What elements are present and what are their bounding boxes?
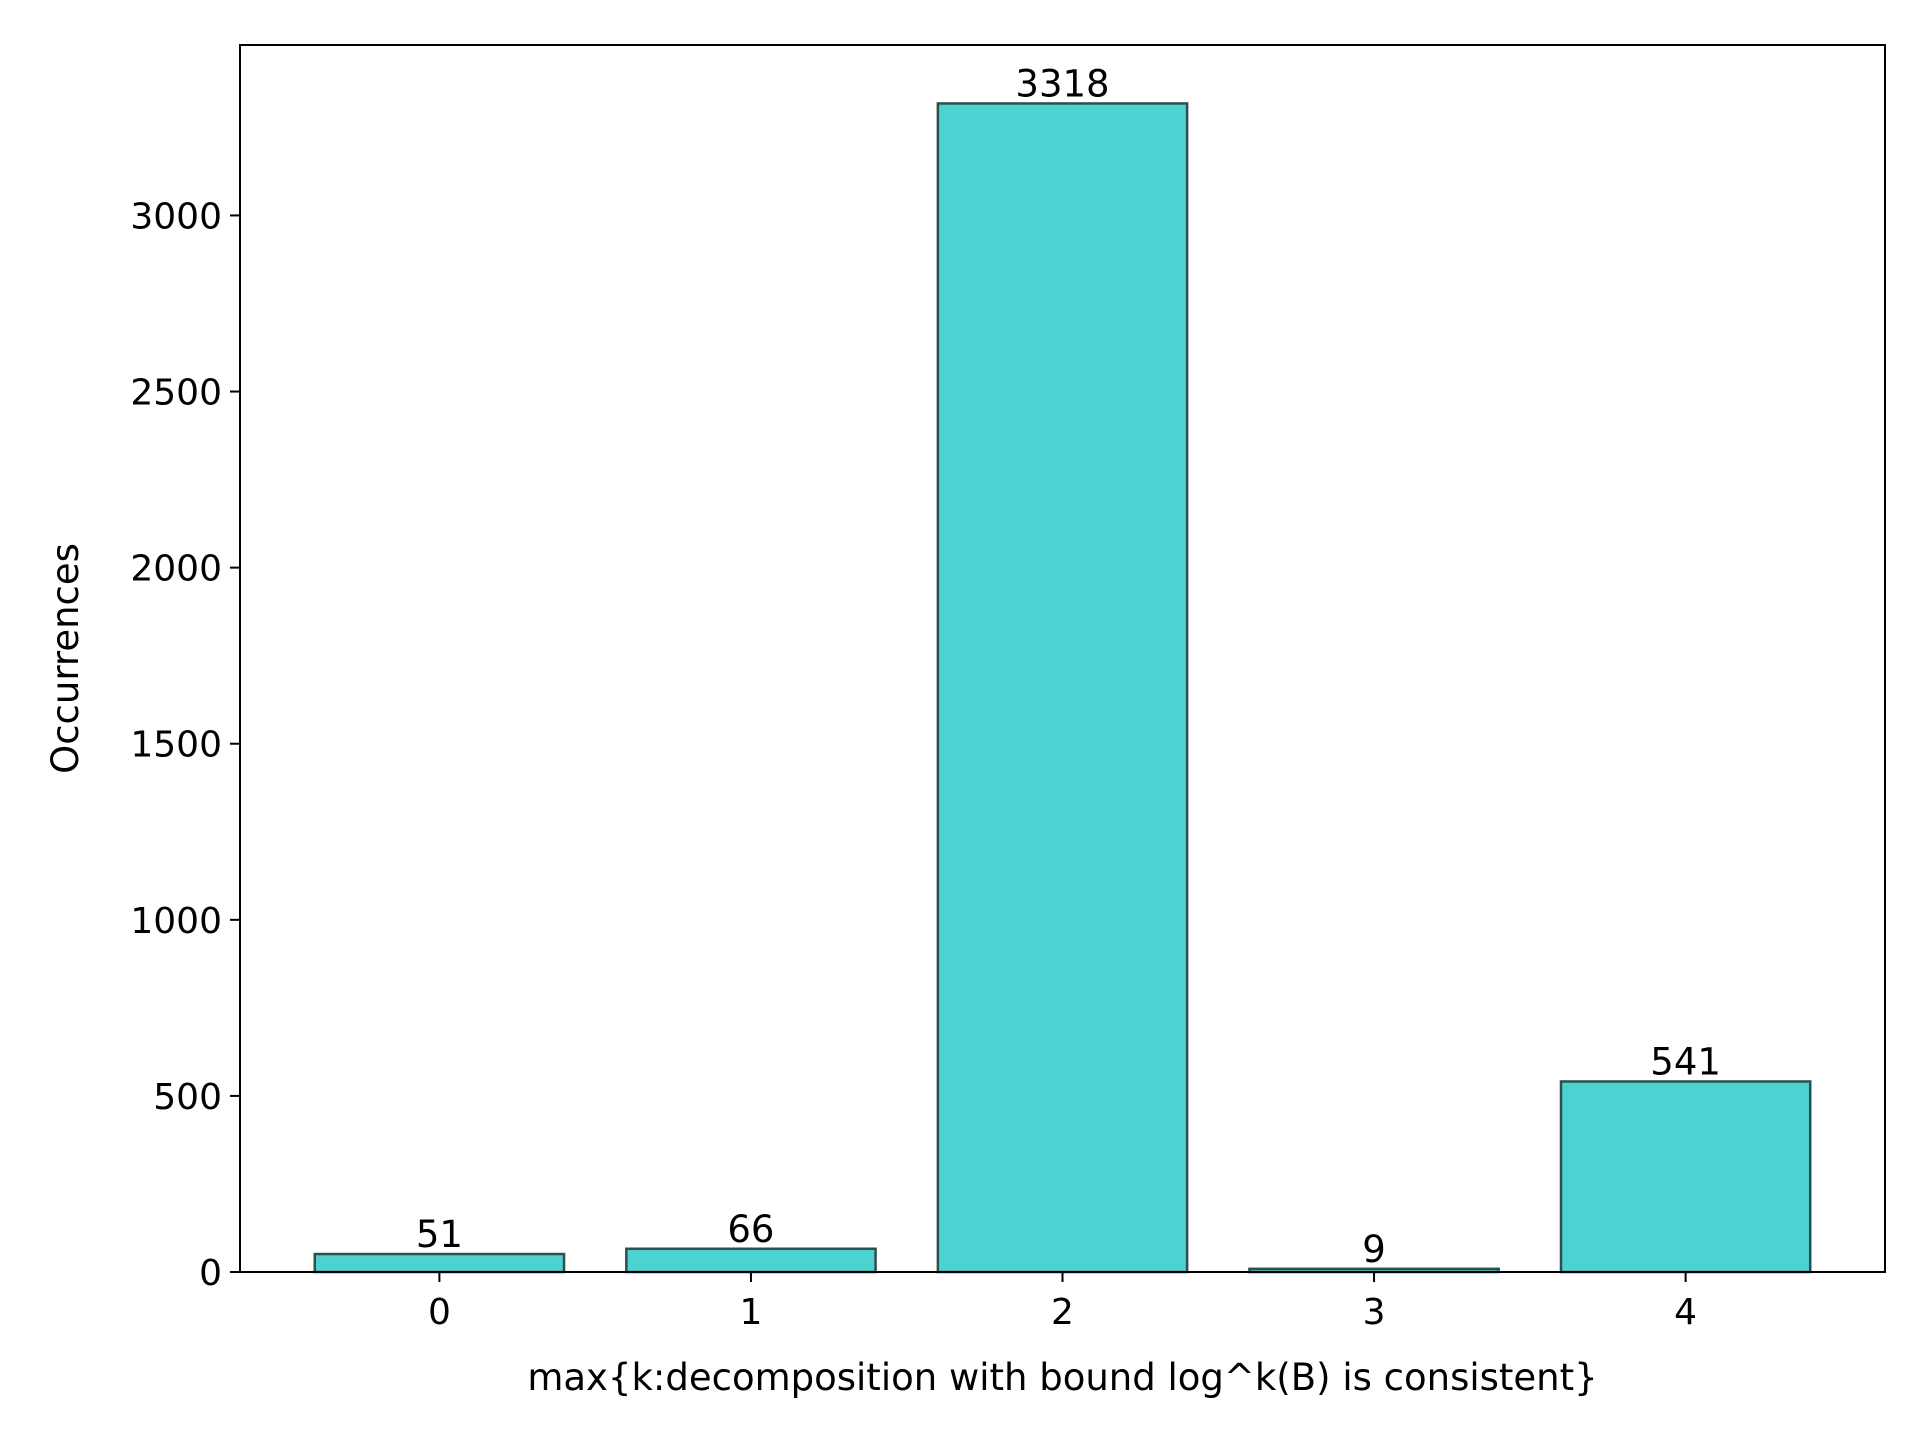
bar-4: [1559, 1080, 1812, 1274]
y-tick-label-1000: 1000: [130, 901, 222, 942]
x-tick-label-1: 1: [739, 1292, 762, 1333]
y-axis: 0 500 1000 1500 2000 2500 3000: [130, 196, 240, 1294]
y-tick-label-2500: 2500: [130, 373, 222, 414]
data-label-4: 541: [1650, 1040, 1721, 1083]
x-axis: 0 1 2 3 4: [428, 1272, 1697, 1333]
x-tick-label-3: 3: [1363, 1292, 1386, 1333]
plot-frame: [239, 44, 1886, 1273]
bars-group: [313, 102, 1812, 1274]
y-tick-label-0: 0: [199, 1253, 222, 1294]
data-label-3: 9: [1362, 1228, 1386, 1271]
x-tick-label-0: 0: [428, 1292, 451, 1333]
bar-1: [625, 1247, 877, 1274]
data-label-0: 51: [416, 1213, 463, 1256]
y-tick-label-500: 500: [153, 1077, 222, 1118]
bar-0: [313, 1252, 566, 1274]
y-tick-label-1500: 1500: [130, 725, 222, 766]
x-axis-label: max{k:decomposition with bound log^k(B) …: [527, 1356, 1597, 1399]
data-labels-group: 51 66 3318 9 541: [416, 62, 1721, 1270]
bar-2: [936, 102, 1189, 1274]
x-tick-label-4: 4: [1674, 1292, 1697, 1333]
data-label-2: 3318: [1015, 62, 1109, 105]
y-axis-label: Occurrences: [44, 543, 87, 774]
y-tick-label-3000: 3000: [130, 196, 222, 237]
y-tick-label-2000: 2000: [130, 549, 222, 590]
x-tick-label-2: 2: [1051, 1292, 1074, 1333]
data-label-1: 66: [727, 1208, 774, 1251]
